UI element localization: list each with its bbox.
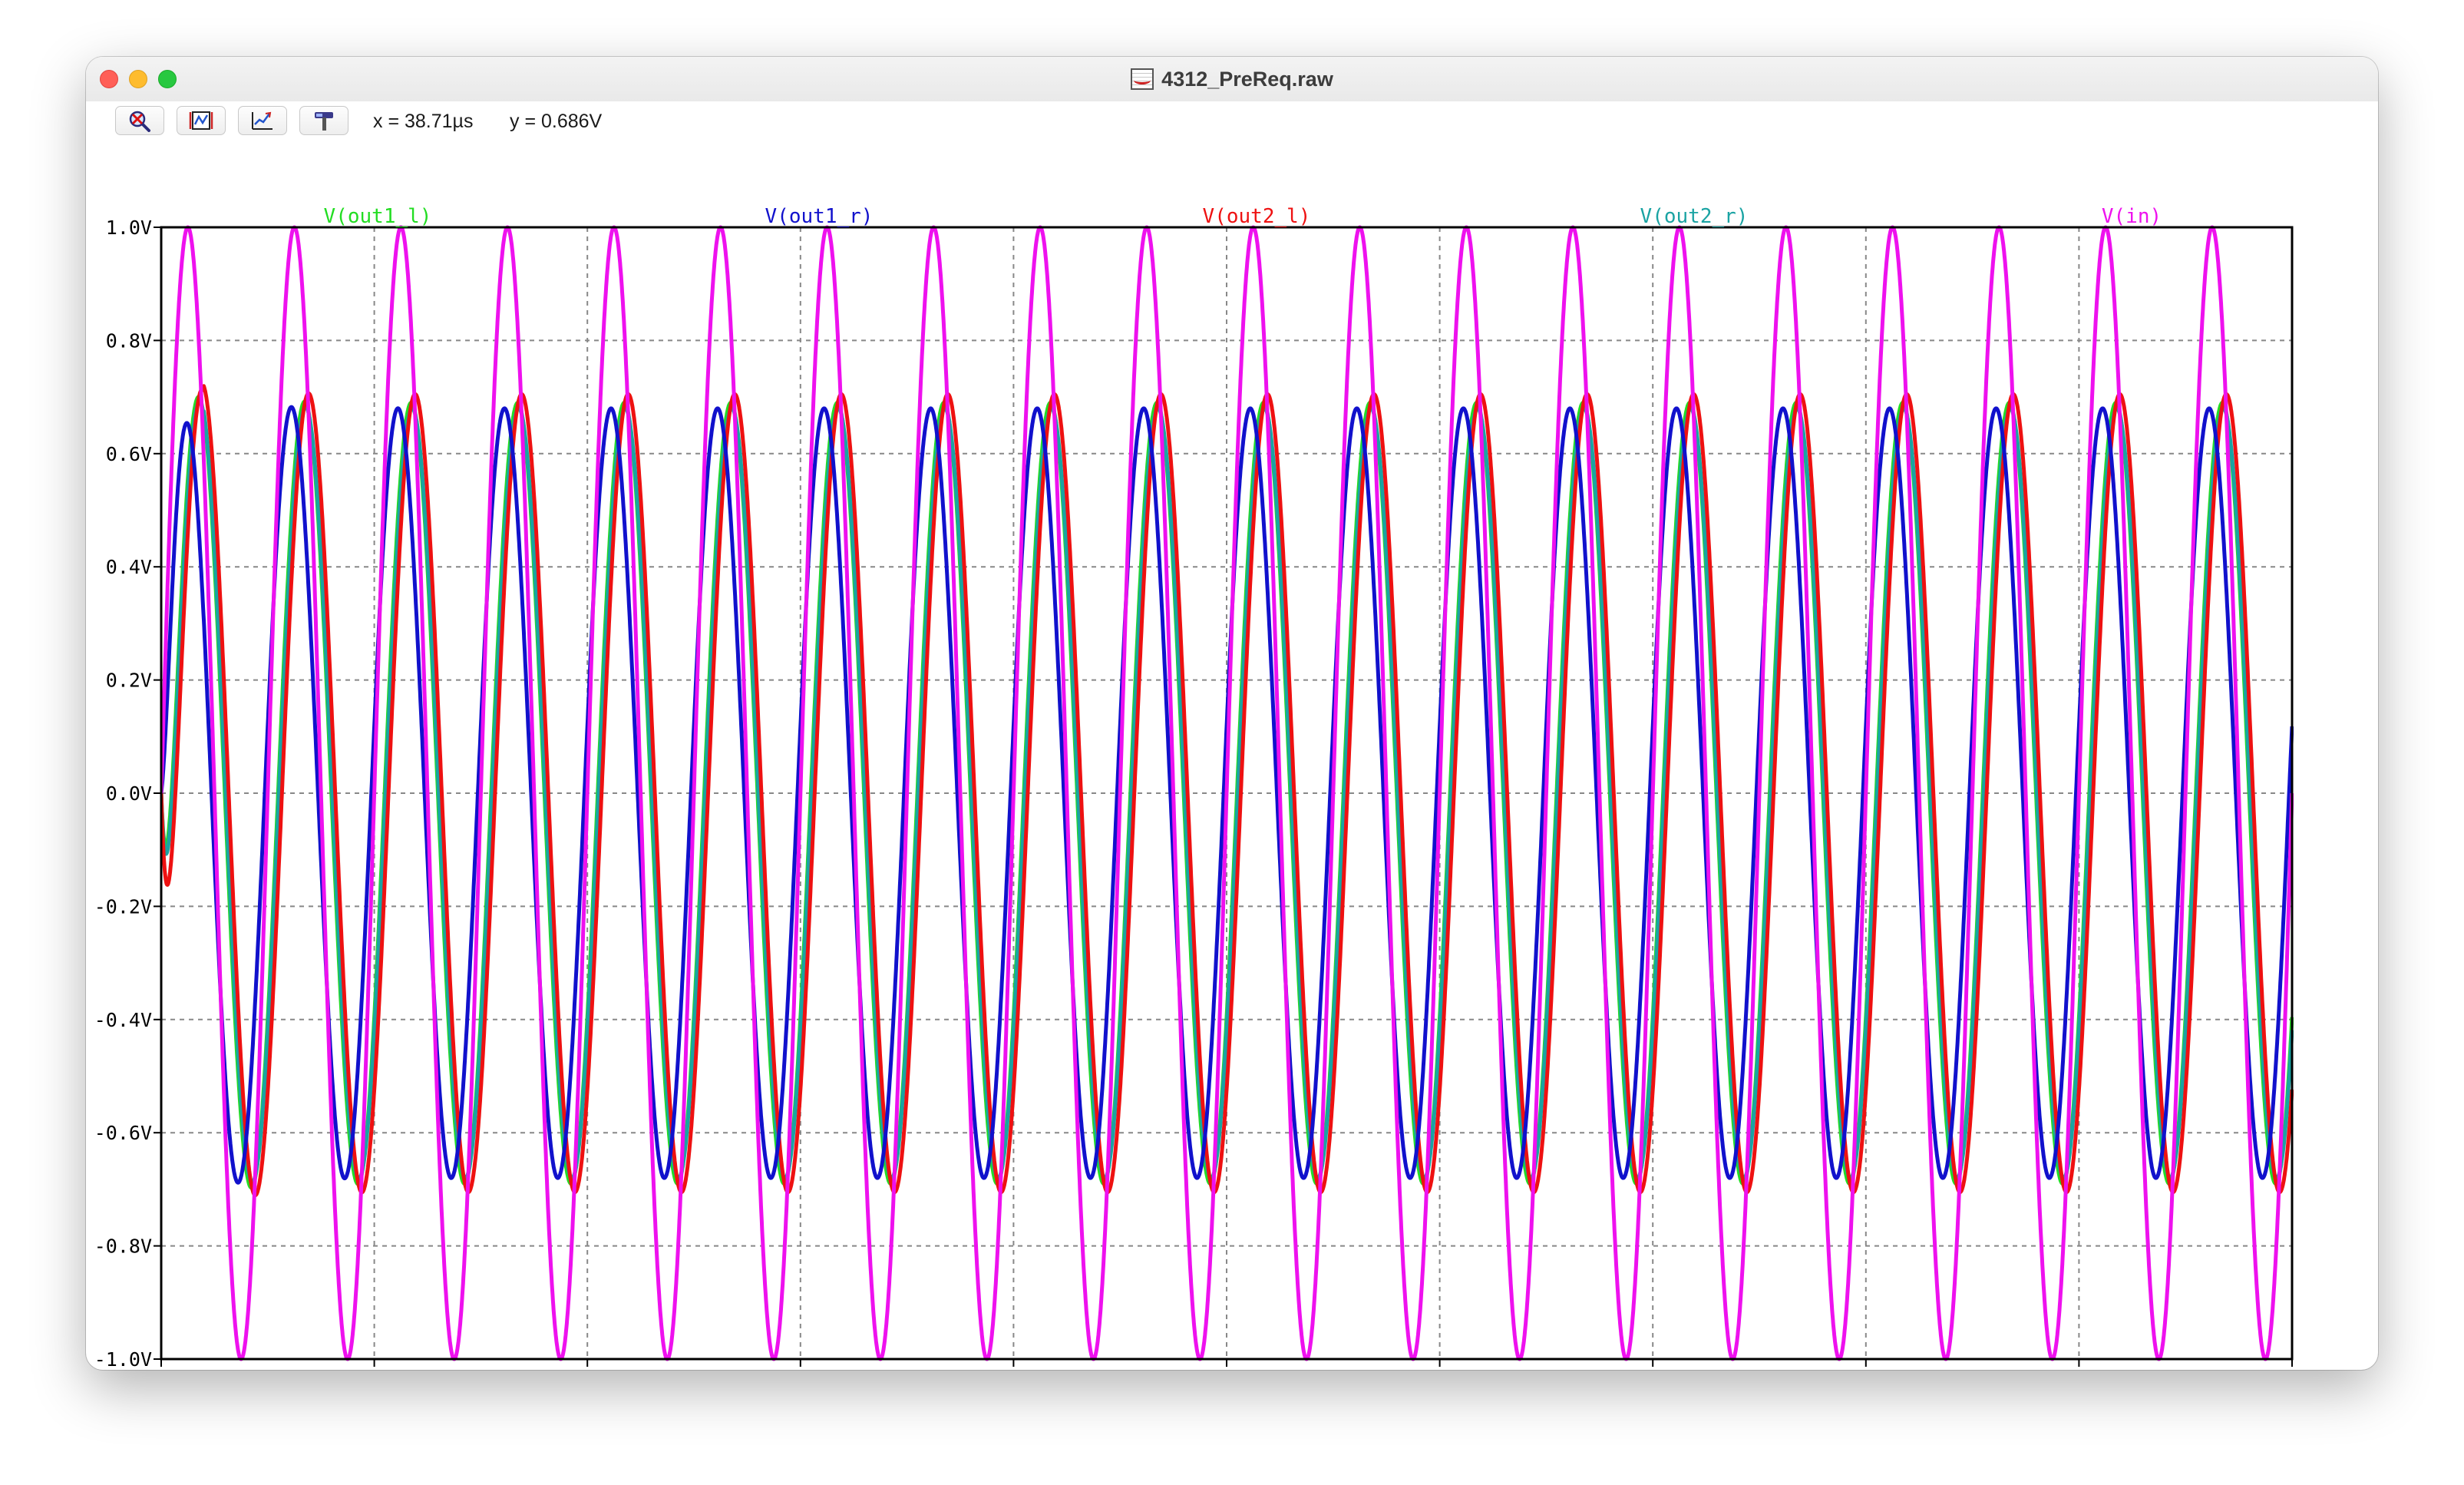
window-title: 4312_PreReq.raw <box>1161 67 1333 91</box>
waveform-file-icon <box>1131 68 1154 90</box>
hammer-probe-icon <box>315 112 333 131</box>
minimize-window-button[interactable] <box>129 70 147 88</box>
x-tick-label: 0µs <box>144 1369 178 1370</box>
zoom-fit-button[interactable] <box>177 106 226 135</box>
y-tick-label: 0.4V <box>106 556 152 578</box>
y-tick-label: -1.0V <box>94 1348 152 1370</box>
x-tick-label: 180µs <box>2050 1369 2108 1370</box>
window-title-group: 4312_PreReq.raw <box>86 57 2378 101</box>
waveform-window: 4312_PreReq.raw <box>86 57 2378 1370</box>
legend-out1-l[interactable]: V(out1_l) <box>324 205 432 228</box>
legend-in[interactable]: V(in) <box>2102 205 2162 228</box>
autorange-icon <box>252 111 272 130</box>
x-tick-label: 80µs <box>990 1369 1036 1370</box>
x-tick-label: 160µs <box>1837 1369 1894 1370</box>
cursor-x-readout: x = 38.71µs <box>373 111 474 132</box>
title-bar[interactable]: 4312_PreReq.raw <box>86 57 2378 102</box>
y-tick-label: -0.2V <box>94 895 152 918</box>
y-tick-label: -0.6V <box>94 1122 152 1144</box>
maximize-window-button[interactable] <box>158 70 177 88</box>
x-tick-label: 60µs <box>778 1369 824 1370</box>
y-tick-label: 1.0V <box>106 217 152 239</box>
toolbar: x = 38.71µs y = 0.686V <box>86 101 2378 138</box>
y-tick-label: 0.6V <box>106 443 152 465</box>
trace-in <box>161 225 2294 1361</box>
x-tick-label: 140µs <box>1624 1369 1682 1370</box>
x-tick-label: 100µs <box>1197 1369 1255 1370</box>
legend-out2-l[interactable]: V(out2_l) <box>1203 205 1311 228</box>
x-tick-label: 200µs <box>2263 1369 2320 1370</box>
y-tick-label: -0.8V <box>94 1235 152 1258</box>
x-tick-label: 20µs <box>351 1369 397 1370</box>
x-tick-label: 120µs <box>1411 1369 1468 1370</box>
autorange-button[interactable] <box>238 106 287 135</box>
x-tick-label: 40µs <box>564 1369 610 1370</box>
y-tick-label: 0.2V <box>106 670 152 692</box>
zoom-fit-icon <box>189 111 213 130</box>
y-tick-label: -0.4V <box>94 1009 152 1031</box>
legend-out2-r[interactable]: V(out2_r) <box>1640 205 1749 228</box>
waveform-plot[interactable]: 1.0V 0.8V 0.6V 0.4V 0.2V 0.0V -0.2V -0.4V -0.6V -… <box>86 138 2378 1370</box>
trace-out2-l <box>161 384 2294 1198</box>
zoom-cancel-icon <box>129 111 150 132</box>
y-tick-label: 0.0V <box>106 782 152 805</box>
trace-out1-r <box>161 405 2294 1185</box>
probe-button[interactable] <box>299 106 348 135</box>
close-window-button[interactable] <box>100 70 118 88</box>
y-tick-label: 0.8V <box>106 329 152 352</box>
zoom-cancel-button[interactable] <box>115 106 164 135</box>
cursor-y-readout: y = 0.686V <box>510 111 603 132</box>
legend-out1-r[interactable]: V(out1_r) <box>765 205 874 228</box>
